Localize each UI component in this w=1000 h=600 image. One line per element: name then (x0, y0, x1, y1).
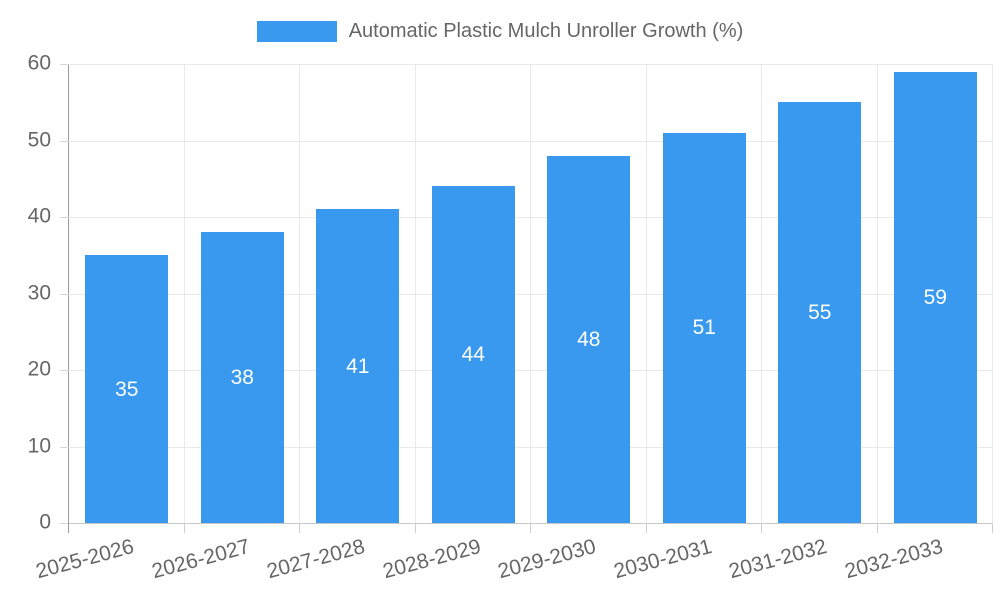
bar: 38 (200, 232, 284, 523)
bar-value-label: 59 (923, 285, 947, 309)
x-tick-mark (992, 523, 993, 533)
bar: 44 (431, 186, 515, 523)
y-tick-mark (60, 64, 69, 65)
x-axis-tick-label: 2027-2028 (264, 535, 368, 584)
y-tick-mark (60, 523, 69, 524)
x-axis-tick-label: 2026-2027 (149, 535, 253, 584)
bar: 48 (547, 155, 631, 523)
x-tick-mark (299, 523, 300, 533)
h-gridline (69, 370, 993, 371)
bar: 35 (85, 255, 169, 524)
v-gridline (184, 64, 185, 523)
y-axis-tick-label: 40 (27, 204, 51, 228)
bar-value-label: 51 (692, 316, 716, 340)
x-tick-mark (415, 523, 416, 533)
h-gridline (69, 447, 993, 448)
v-gridline (299, 64, 300, 523)
x-axis-tick-label: 2031-2032 (726, 535, 830, 584)
v-gridline (415, 64, 416, 523)
y-tick-mark (60, 217, 69, 218)
x-tick-mark (184, 523, 185, 533)
x-axis-tick-label: 2025-2026 (33, 535, 137, 584)
v-gridline (761, 64, 762, 523)
y-tick-mark (60, 294, 69, 295)
v-gridline (992, 64, 993, 523)
x-tick-mark (761, 523, 762, 533)
x-tick-mark (68, 523, 69, 533)
legend-swatch-icon (256, 21, 337, 42)
h-gridline (69, 64, 993, 65)
v-gridline (530, 64, 531, 523)
bar-value-label: 55 (808, 301, 832, 325)
x-tick-mark (530, 523, 531, 533)
bar-value-label: 41 (346, 354, 370, 378)
x-axis-tick-label: 2028-2029 (380, 535, 484, 584)
bar-value-label: 48 (577, 327, 601, 351)
v-gridline (877, 64, 878, 523)
chart-legend[interactable]: Automatic Plastic Mulch Unroller Growth … (0, 20, 1000, 43)
y-tick-mark (60, 370, 69, 371)
bar: 55 (778, 102, 862, 524)
legend-label: Automatic Plastic Mulch Unroller Growth … (348, 20, 744, 42)
x-tick-mark (877, 523, 878, 533)
y-tick-mark (60, 141, 69, 142)
y-axis-tick-label: 20 (27, 357, 51, 381)
bar-value-label: 44 (461, 343, 485, 367)
h-gridline (69, 217, 993, 218)
y-tick-mark (60, 447, 69, 448)
y-axis-tick-label: 30 (27, 281, 51, 305)
v-gridline (646, 64, 647, 523)
h-gridline (69, 294, 993, 295)
plot-area: 0 10 20 30 40 50 60 35 2025-2026 38 2026-2027 41 202… (28, 52, 993, 583)
x-axis-tick-label: 2032-2033 (842, 535, 946, 584)
bar: 41 (316, 209, 400, 523)
y-axis-tick-label: 0 (39, 510, 51, 534)
bar: 51 (662, 132, 746, 523)
y-axis-tick-label: 10 (27, 434, 51, 458)
h-gridline (69, 141, 993, 142)
bar: 59 (893, 71, 977, 523)
bar-value-label: 38 (230, 366, 254, 390)
x-axis-tick-label: 2029-2030 (495, 535, 599, 584)
y-axis-tick-label: 50 (27, 128, 51, 152)
y-axis-tick-label: 60 (27, 51, 51, 75)
bar-value-label: 35 (115, 377, 139, 401)
x-axis-tick-label: 2030-2031 (611, 535, 715, 584)
x-tick-mark (646, 523, 647, 533)
